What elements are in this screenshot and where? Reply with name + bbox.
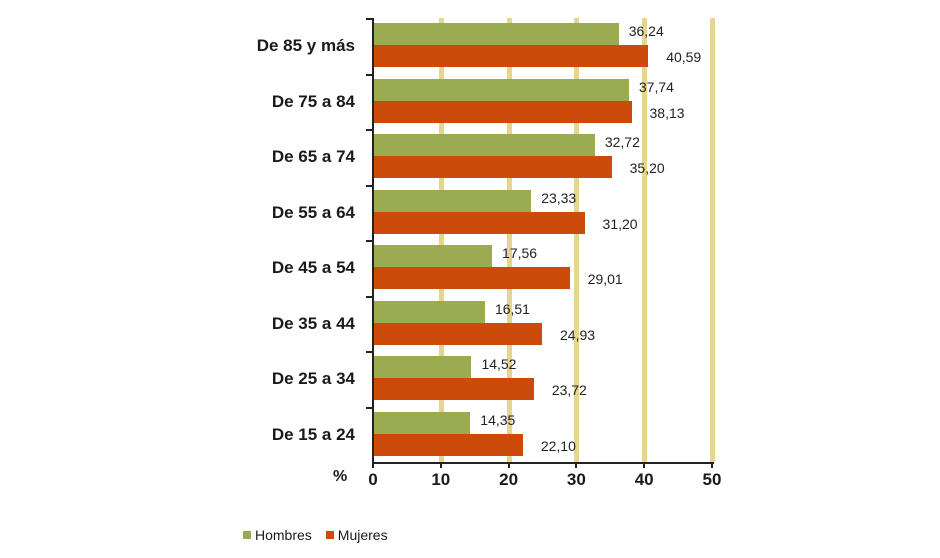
value-label-mujeres: 40,59 xyxy=(666,49,702,65)
x-axis-tick xyxy=(507,462,510,468)
category-label: De 15 a 24 xyxy=(271,424,355,444)
y-axis-tick xyxy=(366,240,373,242)
bar-mujeres xyxy=(373,322,543,345)
value-label-hombres: 37,74 xyxy=(638,78,674,95)
bar-hombres xyxy=(373,189,532,212)
y-axis-tick xyxy=(366,129,373,131)
y-axis-tick xyxy=(366,406,373,409)
bar-mujeres xyxy=(373,433,523,456)
legend-label-mujeres: Mujeres xyxy=(337,527,388,543)
x-tick-label: 50 xyxy=(702,470,722,489)
value-label-hombres: 17,56 xyxy=(502,245,538,261)
bar-hombres xyxy=(373,245,493,267)
category-label: De 65 a 74 xyxy=(271,147,355,166)
bar-mujeres xyxy=(373,211,585,234)
y-axis-line xyxy=(372,18,374,464)
legend-label-hombres: Hombres xyxy=(255,527,312,543)
gridline-10 xyxy=(438,18,444,462)
gridline-20 xyxy=(506,18,512,462)
x-tick-label: 20 xyxy=(499,470,519,489)
x-tick-label: 10 xyxy=(431,470,451,489)
bar-mujeres xyxy=(373,267,570,289)
x-axis-unit-label: % xyxy=(333,468,348,485)
value-label-hombres: 14,52 xyxy=(481,356,517,372)
value-label-mujeres: 23,72 xyxy=(551,382,587,398)
bar-mujeres xyxy=(373,45,649,67)
category-label: De 85 y más xyxy=(256,36,355,55)
x-tick-label: 0 xyxy=(368,470,378,489)
x-axis-tick xyxy=(643,462,646,468)
bar-hombres xyxy=(373,134,595,156)
bar-hombres xyxy=(373,356,472,378)
bar-mujeres xyxy=(373,378,534,400)
x-axis-tick xyxy=(372,462,374,468)
y-axis-tick xyxy=(366,295,373,298)
value-label-hombres: 23,33 xyxy=(541,189,577,206)
x-axis-tick xyxy=(711,462,713,468)
value-label-mujeres: 31,20 xyxy=(602,215,638,232)
bar-mujeres xyxy=(373,100,632,123)
bar-mujeres xyxy=(373,156,612,178)
bar-hombres xyxy=(373,23,619,45)
category-label: De 35 a 44 xyxy=(271,313,355,333)
bar-hombres xyxy=(373,300,485,323)
gridline-30 xyxy=(574,18,580,462)
x-axis-tick xyxy=(439,462,442,468)
gridline-50 xyxy=(710,18,715,462)
category-label: De 45 a 54 xyxy=(271,258,355,277)
value-label-mujeres: 29,01 xyxy=(587,271,623,287)
y-axis-tick xyxy=(366,18,373,20)
category-label: De 25 a 34 xyxy=(271,369,355,388)
legend-item-hombres: Hombres xyxy=(243,527,312,543)
value-label-mujeres: 38,13 xyxy=(649,104,685,121)
legend-swatch-mujeres-icon xyxy=(325,531,334,539)
x-tick-label: 40 xyxy=(634,470,654,489)
y-axis-tick xyxy=(366,73,373,76)
value-label-hombres: 14,35 xyxy=(480,411,516,428)
value-label-hombres: 16,51 xyxy=(494,300,530,317)
legend: Hombres Mujeres xyxy=(243,527,388,543)
bar-hombres xyxy=(373,78,629,101)
value-label-hombres: 32,72 xyxy=(604,134,640,150)
x-axis-tick xyxy=(575,462,578,468)
value-label-mujeres: 22,10 xyxy=(540,437,576,454)
value-label-hombres: 36,24 xyxy=(628,23,664,39)
x-axis-line xyxy=(372,462,714,464)
y-axis-tick xyxy=(366,351,373,353)
legend-swatch-hombres-icon xyxy=(243,531,251,539)
gridline-40 xyxy=(642,18,648,462)
bar-hombres xyxy=(373,411,471,434)
x-tick-label: 30 xyxy=(566,470,586,489)
category-label: De 75 a 84 xyxy=(271,91,355,111)
value-label-mujeres: 35,20 xyxy=(629,160,665,176)
legend-item-mujeres: Mujeres xyxy=(325,527,388,543)
value-label-mujeres: 24,93 xyxy=(560,326,596,343)
y-axis-tick xyxy=(366,184,373,187)
category-label: De 55 a 64 xyxy=(271,202,355,222)
